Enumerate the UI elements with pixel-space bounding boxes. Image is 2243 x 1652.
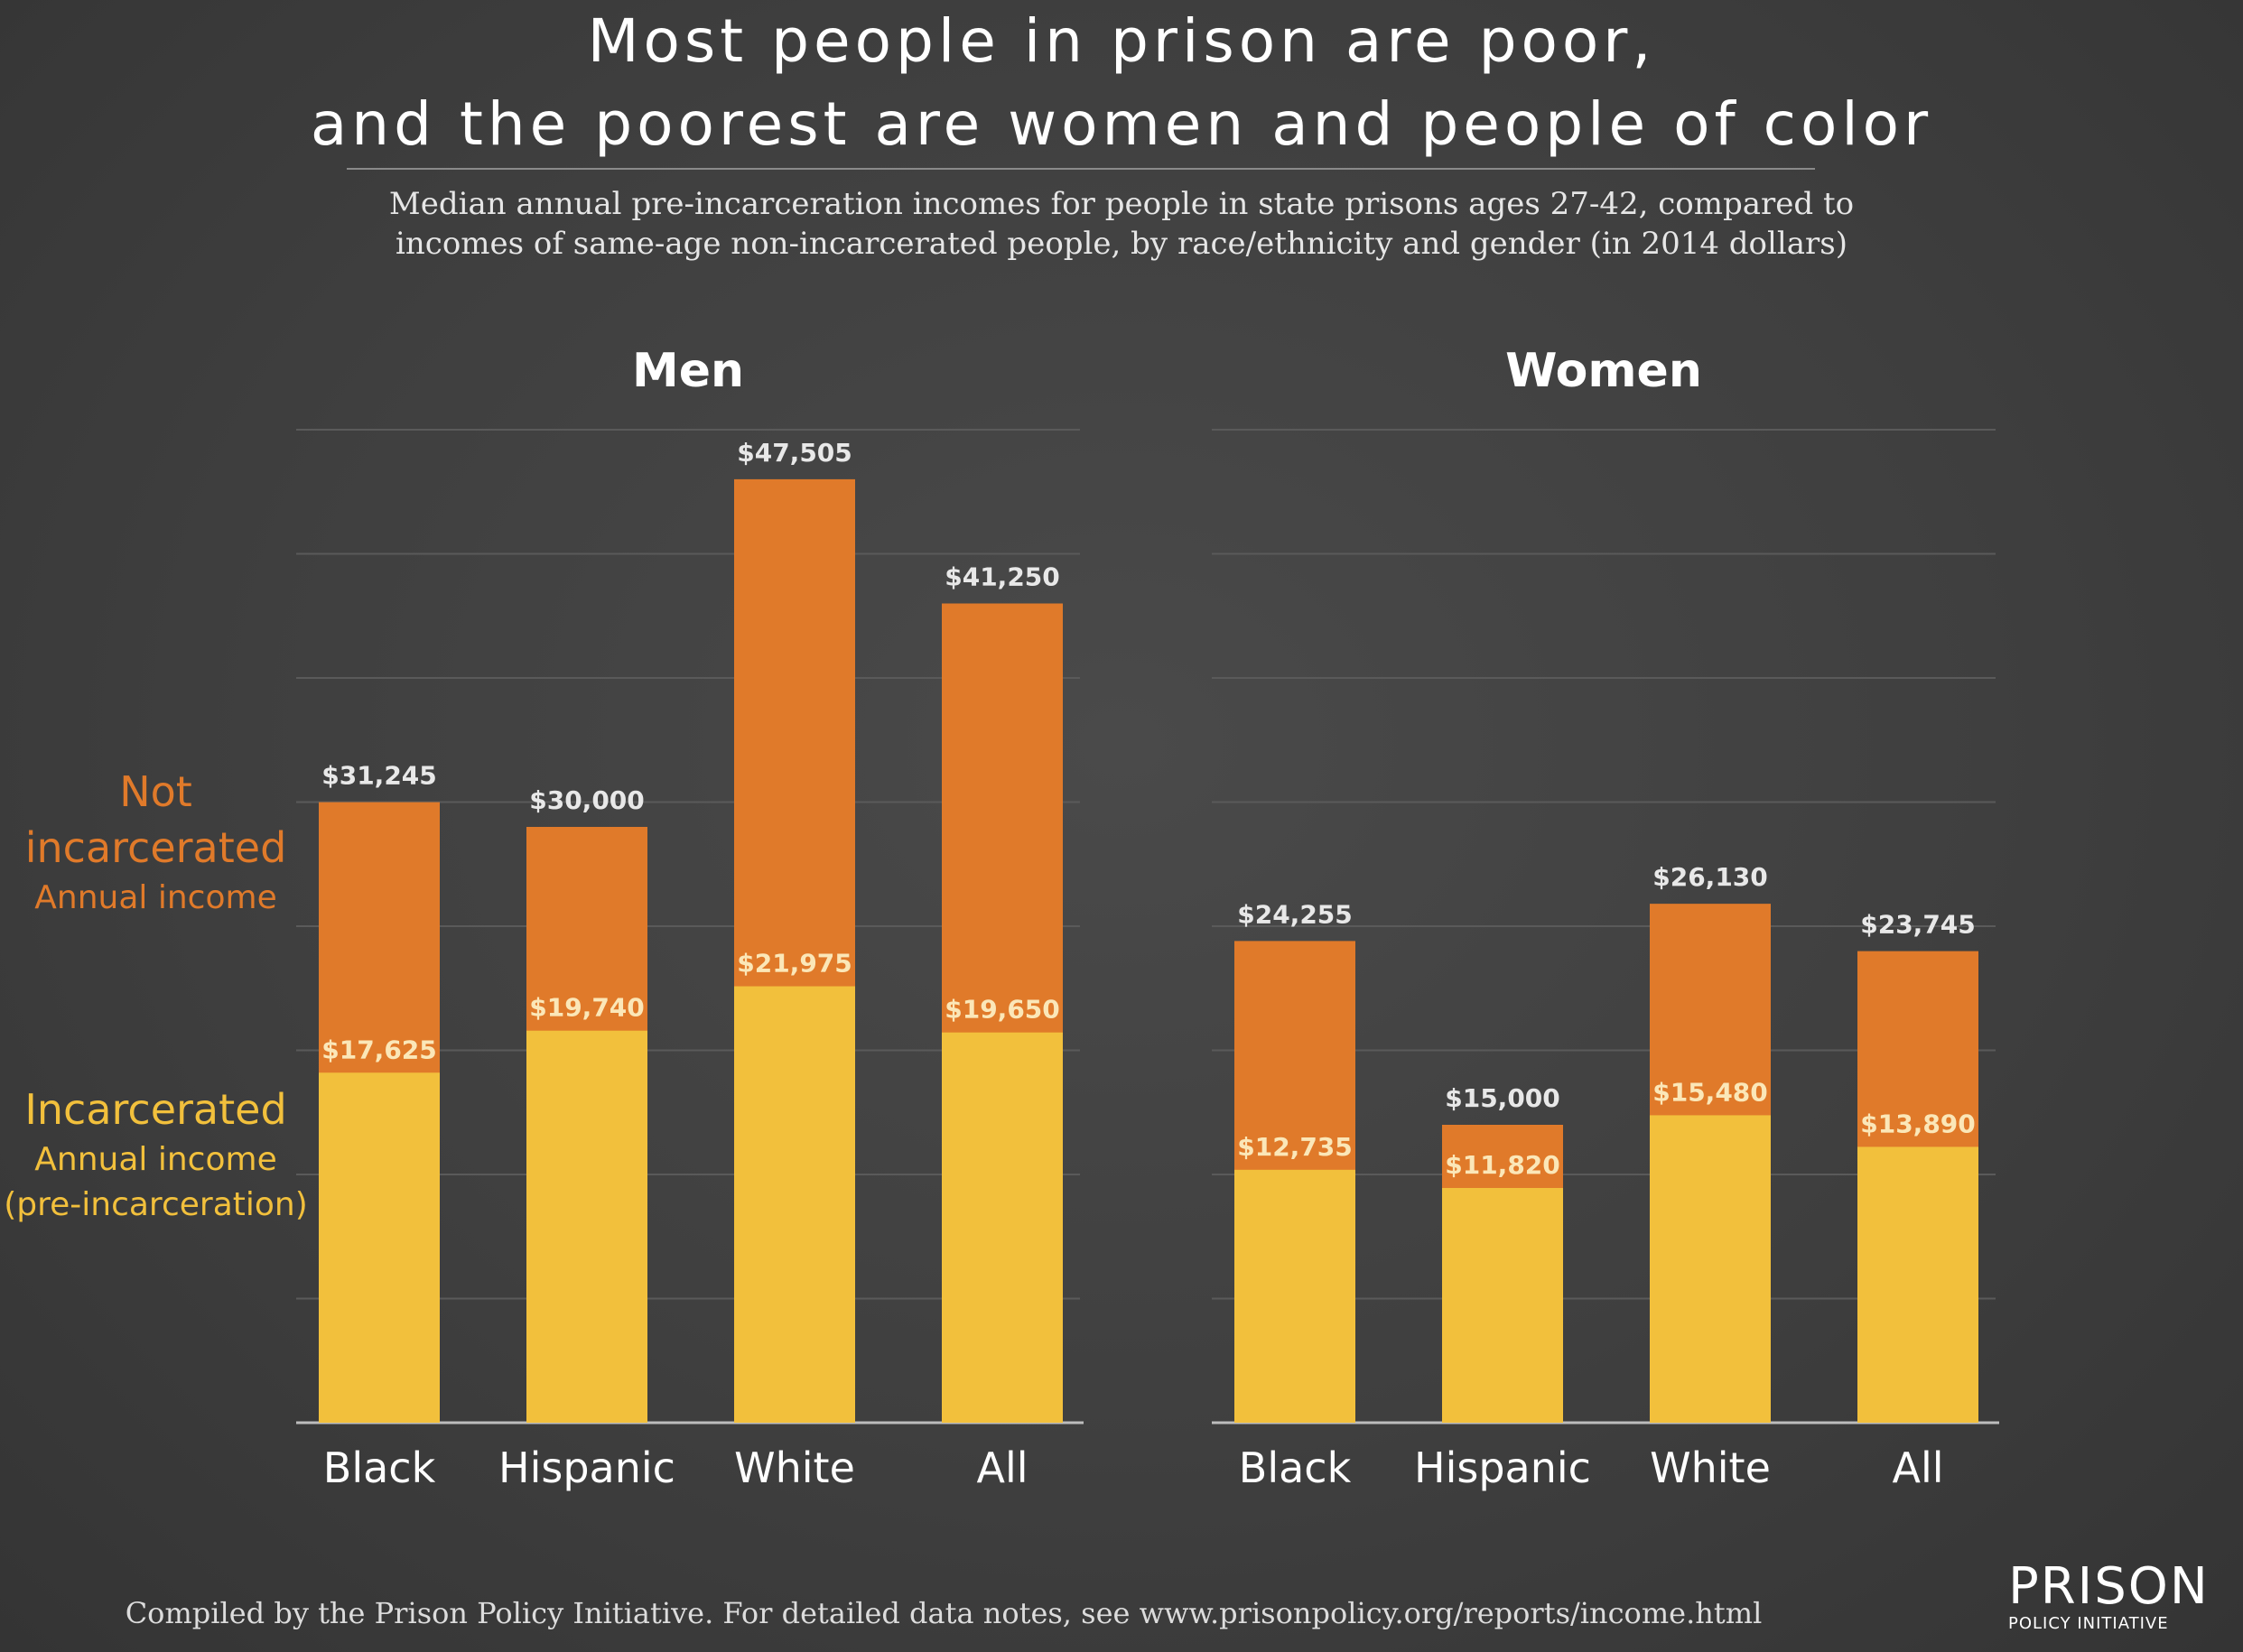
- legend-inc-sub-1: Annual income: [34, 1141, 277, 1178]
- legend-not-sub: Annual income: [34, 879, 277, 916]
- men-label-not-incarcerated-white: $47,505: [737, 438, 852, 468]
- women-bar-incarcerated-white: [1650, 1115, 1771, 1423]
- women-label-incarcerated-hispanic: $11,820: [1445, 1150, 1560, 1180]
- logo-wordmark: PRISON: [2008, 1557, 2210, 1616]
- men-category-label-black: Black: [323, 1443, 436, 1492]
- legend-incarcerated: Incarcerated Annual income (pre-incarcer…: [0, 1081, 312, 1228]
- men-panel-title: Men: [632, 344, 744, 398]
- men-bar-incarcerated-all: [942, 1032, 1063, 1423]
- chart-subtitle: Median annual pre-incarceration incomes …: [0, 184, 2243, 264]
- women-label-not-incarcerated-white: $26,130: [1652, 862, 1768, 892]
- prison-policy-logo: PRISON POLICY INITIATIVE: [2008, 1557, 2234, 1634]
- men-label-incarcerated-all: $19,650: [945, 995, 1060, 1025]
- women-bar-incarcerated-all: [1857, 1146, 1978, 1423]
- women-category-label-black: Black: [1239, 1443, 1352, 1492]
- men-bar-incarcerated-black: [319, 1072, 440, 1423]
- men-category-label-hispanic: Hispanic: [498, 1443, 675, 1492]
- men-label-not-incarcerated-hispanic: $30,000: [529, 785, 645, 815]
- men-bar-incarcerated-hispanic: [526, 1030, 647, 1423]
- women-bar-incarcerated-hispanic: [1442, 1187, 1563, 1423]
- chart-title: Most people in prison are poor, and the …: [0, 0, 2243, 166]
- title-line-1: Most people in prison are poor,: [587, 6, 1656, 76]
- men-category-label-white: White: [734, 1443, 855, 1492]
- subtitle-line-2: incomes of same-age non-incarcerated peo…: [396, 226, 1847, 262]
- women-label-incarcerated-white: $15,480: [1652, 1077, 1768, 1107]
- men-label-not-incarcerated-black: $31,245: [321, 761, 437, 791]
- women-bar-incarcerated-black: [1234, 1169, 1355, 1423]
- legend-not-incarcerated: Not incarcerated Annual income: [0, 764, 312, 921]
- legend-not-line-2: incarcerated: [24, 823, 287, 872]
- women-category-label-white: White: [1650, 1443, 1771, 1492]
- women-category-label-all: All: [1892, 1443, 1943, 1492]
- logo-subline: POLICY INITIATIVE: [2008, 1614, 2169, 1633]
- women-panel-title: Women: [1505, 344, 1702, 398]
- women-label-not-incarcerated-all: $23,745: [1860, 910, 1976, 940]
- legend-not-line-1: Not: [119, 767, 192, 816]
- title-divider: [347, 168, 1815, 170]
- women-label-incarcerated-black: $12,735: [1237, 1132, 1353, 1162]
- subtitle-line-1: Median annual pre-incarceration incomes …: [388, 186, 1855, 222]
- men-category-label-all: All: [976, 1443, 1028, 1492]
- women-label-incarcerated-all: $13,890: [1860, 1109, 1976, 1138]
- legend-inc-line-1: Incarcerated: [24, 1085, 287, 1134]
- men-label-incarcerated-hispanic: $19,740: [529, 993, 645, 1023]
- legend-inc-sub-2: (pre-incarceration): [4, 1186, 308, 1223]
- men-label-not-incarcerated-all: $41,250: [945, 562, 1060, 592]
- footer-credit: Compiled by the Prison Policy Initiative…: [125, 1596, 1763, 1630]
- title-line-2: and the poorest are women and people of …: [310, 89, 1933, 159]
- men-bar-incarcerated-white: [734, 986, 855, 1423]
- men-label-incarcerated-black: $17,625: [321, 1035, 437, 1064]
- women-label-not-incarcerated-black: $24,255: [1237, 899, 1353, 929]
- women-label-not-incarcerated-hispanic: $15,000: [1445, 1083, 1560, 1113]
- women-category-label-hispanic: Hispanic: [1414, 1443, 1591, 1492]
- men-label-incarcerated-white: $21,975: [737, 949, 852, 979]
